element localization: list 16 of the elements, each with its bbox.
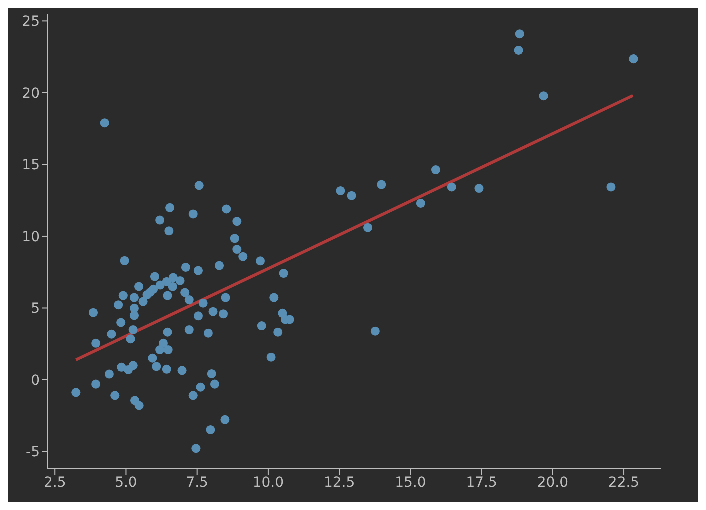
y-tick-label: 20 [22,86,40,102]
y-tick-label: 10 [22,229,40,246]
x-tick-label: 15.0 [395,474,426,491]
x-tick-label: 7.5 [186,474,208,491]
x-tick-label: 17.5 [466,474,498,491]
x-tick-label: 2.5 [44,474,66,491]
y-tick-label: 5 [31,301,40,318]
y-tick-label: 25 [22,14,40,30]
y-tick-label: 0 [31,372,40,389]
x-tick-label: 10.0 [252,474,284,491]
y-tick-label: -5 [26,444,40,461]
x-tick-label: 22.5 [608,474,640,491]
y-tick-label: 15 [22,158,40,174]
x-tick-label: 20.0 [537,474,568,491]
x-tick-label: 5.0 [115,474,138,491]
x-tick-label: 12.5 [324,474,356,491]
